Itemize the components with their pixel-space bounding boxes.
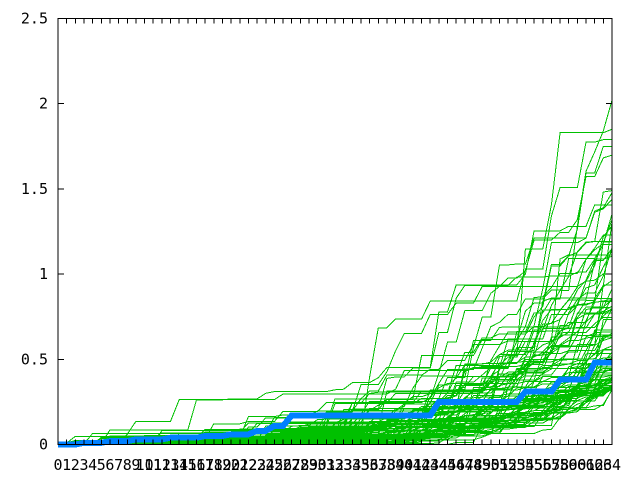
y-axis-labels: 0 0.5 1 1.5 2 2.5	[21, 10, 48, 454]
x-tick-label: 38	[378, 456, 396, 474]
x-tick-label: 53	[508, 456, 526, 474]
x-tick-label: 63	[594, 456, 612, 474]
x-tick-label: 37	[369, 456, 387, 474]
x-tick-label: 48	[464, 456, 482, 474]
x-axis-labels: 0 1 2 3 4 5 6 7 8 9101112131415161718192021222324…	[53, 456, 621, 474]
simulation-trajectory-line	[58, 190, 613, 445]
simulation-trajectory-line	[58, 204, 612, 445]
x-tick-label: 61	[577, 456, 595, 474]
x-tick-label: 29	[300, 456, 318, 474]
x-tick-label: 10	[136, 456, 154, 474]
x-tick-label: 23	[248, 456, 266, 474]
x-tick-label: 4	[88, 456, 97, 474]
x-tick-label: 21	[231, 456, 249, 474]
x-tick-label: 13	[161, 456, 179, 474]
x-tick-label: 14	[170, 456, 188, 474]
x-tick-label: 28	[291, 456, 309, 474]
x-tick-label: 44	[430, 456, 448, 474]
x-tick-label: 52	[499, 456, 517, 474]
x-tick-label: 41	[404, 456, 422, 474]
x-tick-label: 50	[482, 456, 500, 474]
mean-cumulative-line	[58, 359, 612, 448]
x-tick-label: 7	[114, 456, 123, 474]
x-tick-label: 42	[413, 456, 431, 474]
x-tick-label: 27	[283, 456, 301, 474]
x-tick-label: 54	[516, 456, 534, 474]
x-tick-label: 15	[179, 456, 197, 474]
y-tick-label: 2	[39, 95, 48, 113]
x-tick-label: 49	[473, 456, 491, 474]
x-tick-label: 1	[62, 456, 71, 474]
x-tick-label: 2	[71, 456, 80, 474]
x-tick-label: 58	[551, 456, 569, 474]
x-tick-label: 36	[361, 456, 379, 474]
simulation-trajectory-line	[58, 357, 613, 445]
x-tick-label: 43	[421, 456, 439, 474]
x-tick-label: 12	[153, 456, 171, 474]
x-tick-label: 17	[196, 456, 214, 474]
x-tick-label: 3	[79, 456, 88, 474]
axis-ticks	[57, 18, 613, 445]
x-tick-label: 45	[438, 456, 456, 474]
x-tick-label: 6	[105, 456, 114, 474]
x-tick-label: 40	[395, 456, 413, 474]
x-tick-label: 35	[352, 456, 370, 474]
x-tick-label: 16	[187, 456, 205, 474]
y-tick-label: 0	[39, 436, 48, 454]
x-tick-label: 60	[568, 456, 586, 474]
x-tick-label: 51	[490, 456, 508, 474]
y-tick-label: 0.5	[21, 350, 48, 368]
x-tick-label: 20	[222, 456, 240, 474]
y-tick-label: 1	[39, 265, 48, 283]
x-tick-label: 32	[326, 456, 344, 474]
x-tick-label: 31	[317, 456, 335, 474]
y-tick-label: 2.5	[21, 10, 48, 28]
x-tick-label: 47	[456, 456, 474, 474]
x-tick-label: 34	[343, 456, 361, 474]
x-tick-label: 59	[560, 456, 578, 474]
x-tick-label: 5	[97, 456, 106, 474]
x-tick-label: 18	[205, 456, 223, 474]
x-tick-label: 64	[603, 456, 621, 474]
x-tick-label: 11	[144, 456, 162, 474]
x-tick-label: 0	[53, 456, 62, 474]
x-tick-label: 57	[542, 456, 560, 474]
x-tick-label: 33	[335, 456, 353, 474]
x-tick-label: 24	[257, 456, 275, 474]
x-tick-label: 25	[265, 456, 283, 474]
x-tick-label: 39	[387, 456, 405, 474]
y-tick-label: 1.5	[21, 180, 48, 198]
x-tick-label: 55	[525, 456, 543, 474]
simulation-trajectory-line	[58, 128, 613, 445]
x-tick-label: 22	[239, 456, 257, 474]
x-tick-label: 30	[309, 456, 327, 474]
x-tick-label: 26	[274, 456, 292, 474]
x-tick-label: 9	[131, 456, 140, 474]
simulation-trajectory-line	[58, 280, 613, 445]
x-tick-label: 62	[586, 456, 604, 474]
x-tick-label: 46	[447, 456, 465, 474]
x-tick-label: 8	[123, 456, 132, 474]
x-tick-label: 19	[213, 456, 231, 474]
x-tick-label: 56	[534, 456, 552, 474]
